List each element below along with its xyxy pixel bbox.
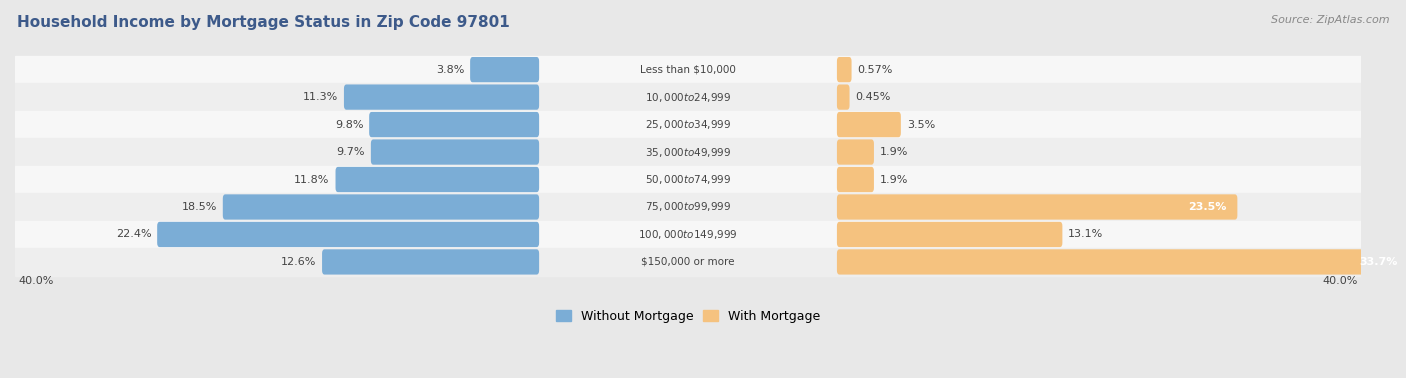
FancyBboxPatch shape [837, 139, 875, 165]
Text: 11.8%: 11.8% [294, 175, 329, 184]
Text: $10,000 to $24,999: $10,000 to $24,999 [645, 91, 731, 104]
Bar [15, 166, 1361, 193]
Text: $150,000 or more: $150,000 or more [641, 257, 735, 267]
Text: $100,000 to $149,999: $100,000 to $149,999 [638, 228, 738, 241]
FancyBboxPatch shape [322, 249, 538, 274]
Text: 0.57%: 0.57% [858, 65, 893, 74]
FancyBboxPatch shape [837, 84, 849, 110]
Text: $75,000 to $99,999: $75,000 to $99,999 [645, 200, 731, 214]
FancyBboxPatch shape [837, 112, 901, 137]
Bar [15, 248, 1361, 276]
Bar [15, 221, 1361, 248]
FancyBboxPatch shape [837, 249, 1406, 274]
Text: Source: ZipAtlas.com: Source: ZipAtlas.com [1271, 15, 1389, 25]
Text: 18.5%: 18.5% [181, 202, 217, 212]
FancyBboxPatch shape [336, 167, 538, 192]
Text: $50,000 to $74,999: $50,000 to $74,999 [645, 173, 731, 186]
Bar [15, 111, 1361, 138]
Text: 0.45%: 0.45% [855, 92, 891, 102]
Text: 1.9%: 1.9% [880, 147, 908, 157]
FancyBboxPatch shape [157, 222, 538, 247]
FancyBboxPatch shape [837, 194, 1237, 220]
FancyBboxPatch shape [837, 57, 852, 82]
FancyBboxPatch shape [837, 222, 1063, 247]
Text: 12.6%: 12.6% [281, 257, 316, 267]
FancyBboxPatch shape [344, 84, 538, 110]
Text: 13.1%: 13.1% [1069, 229, 1104, 239]
Text: 11.3%: 11.3% [302, 92, 337, 102]
FancyBboxPatch shape [371, 139, 538, 165]
Text: $25,000 to $34,999: $25,000 to $34,999 [645, 118, 731, 131]
Bar [15, 138, 1361, 166]
Text: 22.4%: 22.4% [115, 229, 152, 239]
Bar [15, 193, 1361, 221]
FancyBboxPatch shape [837, 167, 875, 192]
Text: 40.0%: 40.0% [1322, 276, 1358, 286]
Text: 33.7%: 33.7% [1360, 257, 1398, 267]
Text: 9.8%: 9.8% [335, 119, 363, 130]
Text: 1.9%: 1.9% [880, 175, 908, 184]
Bar [15, 84, 1361, 111]
Text: 23.5%: 23.5% [1188, 202, 1226, 212]
Legend: Without Mortgage, With Mortgage: Without Mortgage, With Mortgage [551, 305, 825, 328]
FancyBboxPatch shape [470, 57, 538, 82]
Text: Less than $10,000: Less than $10,000 [640, 65, 735, 74]
Text: 9.7%: 9.7% [336, 147, 366, 157]
FancyBboxPatch shape [370, 112, 538, 137]
Text: Household Income by Mortgage Status in Zip Code 97801: Household Income by Mortgage Status in Z… [17, 15, 509, 30]
FancyBboxPatch shape [222, 194, 538, 220]
Text: 40.0%: 40.0% [18, 276, 53, 286]
Text: 3.8%: 3.8% [436, 65, 464, 74]
Bar [15, 56, 1361, 84]
Text: 3.5%: 3.5% [907, 119, 935, 130]
Text: $35,000 to $49,999: $35,000 to $49,999 [645, 146, 731, 158]
